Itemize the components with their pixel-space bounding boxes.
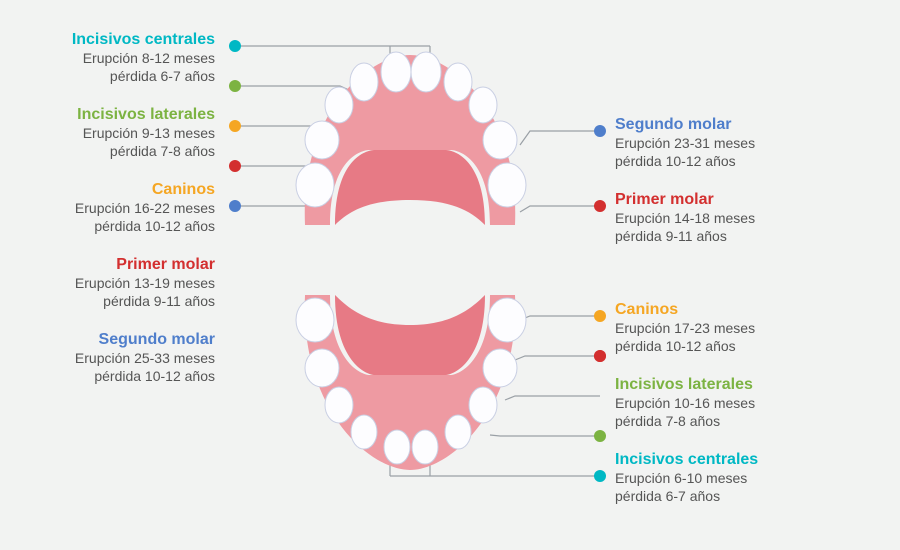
title: Segundo molar (75, 330, 215, 350)
label-lower-segundo-molar: Segundo molar Erupción 23-31 meses pérdi… (615, 115, 755, 170)
title: Primer molar (615, 190, 755, 210)
eruption: Erupción 23-31 meses (615, 135, 755, 153)
title: Incisivos laterales (615, 375, 755, 395)
loss: pérdida 9-11 años (615, 228, 755, 246)
title: Caninos (615, 300, 755, 320)
eruption: Erupción 10-16 meses (615, 395, 755, 413)
title: Incisivos laterales (77, 105, 215, 125)
dot-lower-primer (594, 350, 606, 362)
eruption: Erupción 13-19 meses (75, 275, 215, 293)
title: Caninos (75, 180, 215, 200)
eruption: Erupción 8-12 meses (72, 50, 215, 68)
loss: pérdida 7-8 años (615, 413, 755, 431)
lower-jaw (296, 295, 526, 470)
eruption: Erupción 6-10 meses (615, 470, 758, 488)
loss: pérdida 6-7 años (615, 488, 758, 506)
label-lower-incisivos-centrales: Incisivos centrales Erupción 6-10 meses … (615, 450, 758, 505)
dot-lower-0 (594, 125, 606, 137)
label-lower-caninos: Caninos Erupción 17-23 meses pérdida 10-… (615, 300, 755, 355)
dot-upper-3 (229, 160, 241, 172)
dot-lower-inc-lat (594, 430, 606, 442)
dot-lower-2 (594, 310, 606, 322)
dot-lower-4 (594, 470, 606, 482)
eruption: Erupción 16-22 meses (75, 200, 215, 218)
eruption: Erupción 9-13 meses (77, 125, 215, 143)
loss: pérdida 10-12 años (615, 153, 755, 171)
label-upper-caninos: Caninos Erupción 16-22 meses pérdida 10-… (75, 180, 215, 235)
loss: pérdida 10-12 años (75, 218, 215, 236)
loss: pérdida 9-11 años (75, 293, 215, 311)
loss: pérdida 6-7 años (72, 68, 215, 86)
title: Primer molar (75, 255, 215, 275)
eruption: Erupción 17-23 meses (615, 320, 755, 338)
eruption: Erupción 25-33 meses (75, 350, 215, 368)
dot-upper-2 (229, 120, 241, 132)
eruption: Erupción 14-18 meses (615, 210, 755, 228)
dot-upper-1 (229, 80, 241, 92)
dot-upper-4 (229, 200, 241, 212)
dot-lower-1 (594, 200, 606, 212)
label-upper-incisivos-laterales: Incisivos laterales Erupción 9-13 meses … (77, 105, 215, 160)
loss: pérdida 7-8 años (77, 143, 215, 161)
title: Incisivos centrales (72, 30, 215, 50)
dot-upper-0 (229, 40, 241, 52)
upper-jaw (296, 52, 526, 225)
label-upper-segundo-molar: Segundo molar Erupción 25-33 meses pérdi… (75, 330, 215, 385)
label-upper-incisivos-centrales: Incisivos centrales Erupción 8-12 meses … (72, 30, 215, 85)
label-upper-primer-molar: Primer molar Erupción 13-19 meses pérdid… (75, 255, 215, 310)
loss: pérdida 10-12 años (75, 368, 215, 386)
title: Segundo molar (615, 115, 755, 135)
label-lower-incisivos-laterales: Incisivos laterales Erupción 10-16 meses… (615, 375, 755, 430)
title: Incisivos centrales (615, 450, 758, 470)
loss: pérdida 10-12 años (615, 338, 755, 356)
label-lower-primer-molar: Primer molar Erupción 14-18 meses pérdid… (615, 190, 755, 245)
